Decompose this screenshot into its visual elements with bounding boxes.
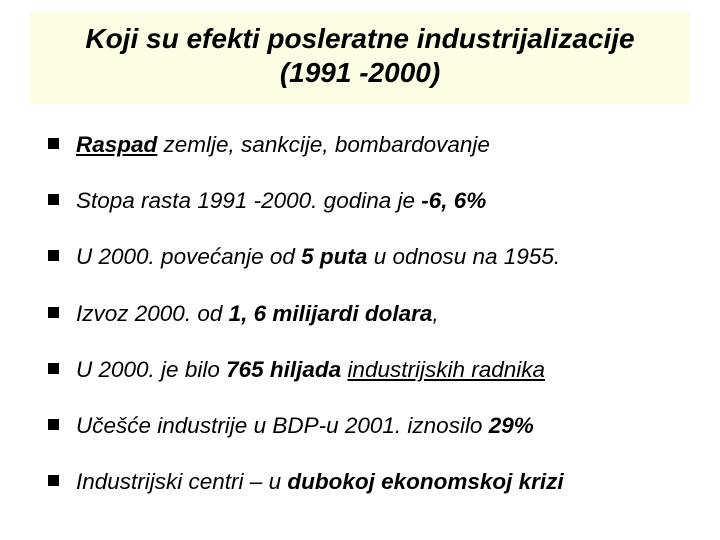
text-run: 29% <box>489 413 534 438</box>
text-run: -6, 6% <box>421 188 486 213</box>
text-run: , <box>432 301 438 326</box>
text-run: U 2000. povećanje od <box>76 244 301 269</box>
title-line-1: Koji su efekti posleratne industrijaliza… <box>50 22 670 56</box>
text-run: u odnosu na 1955. <box>367 244 560 269</box>
text-run: Raspad <box>76 132 157 157</box>
list-item: Učešće industrije u BDP-u 2001. iznosilo… <box>48 412 690 440</box>
text-run: zemlje, sankcije, bombardovanje <box>157 132 490 157</box>
text-run: Stopa rasta 1991 -2000. godina je <box>76 188 421 213</box>
list-item: Raspad zemlje, sankcije, bombardovanje <box>48 131 690 159</box>
list-item: Stopa rasta 1991 -2000. godina je -6, 6% <box>48 187 690 215</box>
text-run: industrijskih radnika <box>347 357 545 382</box>
text-run: 1, 6 milijardi dolara <box>229 301 433 326</box>
slide: Koji su efekti posleratne industrijaliza… <box>0 0 720 540</box>
text-run: U 2000. je bilo <box>76 357 226 382</box>
list-item: U 2000. je bilo 765 hiljada industrijski… <box>48 356 690 384</box>
list-item: U 2000. povećanje od 5 puta u odnosu na … <box>48 243 690 271</box>
text-run: Izvoz 2000. od <box>76 301 229 326</box>
list-item: Izvoz 2000. od 1, 6 milijardi dolara, <box>48 300 690 328</box>
title-box: Koji su efekti posleratne industrijaliza… <box>30 12 690 103</box>
text-run: Učešće industrije u BDP-u 2001. iznosilo <box>76 413 489 438</box>
text-run: Industrijski centri – u <box>76 469 287 494</box>
title-line-2: (1991 -2000) <box>50 56 670 90</box>
text-run: 765 hiljada <box>226 357 341 382</box>
bullet-list: Raspad zemlje, sankcije, bombardovanje St… <box>30 131 690 496</box>
text-run: dubokoj ekonomskoj krizi <box>287 469 563 494</box>
text-run: 5 puta <box>301 244 367 269</box>
list-item: Industrijski centri – u dubokoj ekonomsk… <box>48 468 690 496</box>
